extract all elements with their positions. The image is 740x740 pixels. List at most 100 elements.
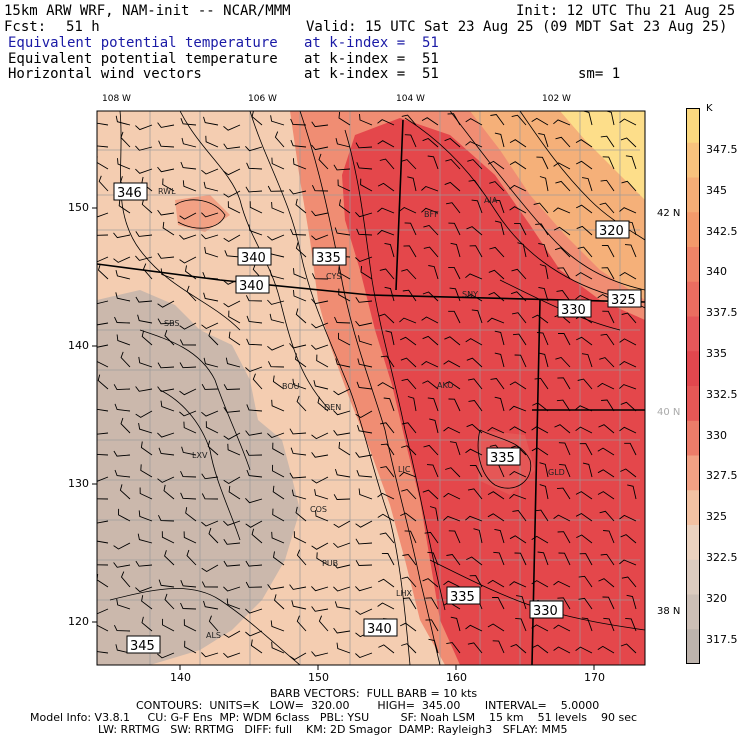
wind-barb — [120, 351, 131, 368]
y-tick-150: 150 — [68, 201, 89, 214]
contour-label-340c: 340 — [363, 618, 398, 637]
wind-barb — [205, 421, 219, 434]
wind-barb — [465, 624, 483, 632]
wind-barb — [290, 118, 307, 126]
wind-barb — [465, 448, 483, 456]
wind-barb — [598, 424, 615, 434]
wind-barb — [356, 424, 373, 434]
wind-barb — [377, 119, 395, 126]
wind-barb — [579, 553, 593, 566]
station-rwl: RWL — [158, 187, 176, 196]
wind-barb — [271, 399, 285, 412]
wind-barb — [579, 443, 593, 456]
wind-barb — [207, 440, 219, 456]
wind-barb — [335, 358, 351, 368]
wind-barb — [531, 624, 549, 632]
wind-barb — [313, 380, 329, 390]
station-bff: BFF — [424, 210, 439, 219]
colorbar-label: 327.5 — [706, 469, 738, 483]
wind-barb — [401, 643, 417, 654]
station-labels: RWL SBS BOU DEN LXV COS PUB ALS LHX LIC … — [158, 187, 565, 640]
wind-barb — [358, 335, 373, 346]
wind-barb — [186, 549, 197, 566]
wind-barb — [223, 143, 241, 150]
wind-barb — [185, 507, 197, 522]
station-pub: PUB — [322, 559, 338, 568]
wind-barb — [448, 266, 461, 280]
wind-barb — [223, 234, 241, 243]
wind-barb — [575, 272, 593, 280]
wind-barb — [97, 212, 109, 218]
wind-barb — [426, 464, 439, 478]
wind-barb — [228, 331, 241, 346]
wind-barb — [578, 575, 593, 588]
wind-barb — [157, 252, 175, 259]
wind-barb — [141, 616, 153, 632]
wind-barb — [135, 386, 153, 392]
model-info-1: Model Info: V3.8.1 CU: G-F Ens MP: WDM 6… — [30, 711, 638, 724]
wind-barb — [201, 212, 219, 218]
wind-barb — [292, 378, 307, 390]
wind-barb — [559, 463, 571, 478]
x-tick-170: 170 — [584, 671, 605, 684]
wind-barb — [468, 400, 483, 412]
wind-barb — [117, 158, 131, 170]
wind-barb — [333, 627, 351, 634]
model-title: 15km ARW WRF, NAM-init -- NCAR/MMM — [4, 3, 291, 19]
wind-barb — [473, 528, 483, 544]
wind-barb — [377, 229, 395, 236]
wind-barb — [575, 646, 593, 654]
wind-barb — [427, 397, 439, 412]
wind-barb — [180, 492, 197, 500]
wind-barb — [401, 445, 417, 456]
wind-barb — [446, 202, 461, 214]
wind-barb — [448, 398, 461, 412]
lon-label-108w: 108 W — [102, 94, 131, 104]
wind-barb — [407, 176, 417, 192]
wind-barb — [296, 549, 307, 566]
wind-barb — [444, 137, 461, 148]
contour-label-340a: 340 — [237, 247, 272, 266]
wind-barb — [421, 185, 439, 192]
wind-barb — [289, 189, 307, 195]
wind-barb — [115, 644, 131, 654]
wind-barb — [399, 317, 417, 324]
wind-barb — [511, 268, 527, 280]
wind-barb — [295, 353, 307, 368]
wind-barb — [509, 206, 527, 214]
wind-barb — [444, 181, 461, 192]
wind-barb — [250, 639, 263, 654]
wind-barb — [399, 622, 417, 632]
wind-barb — [245, 145, 263, 152]
wind-barb — [620, 401, 637, 412]
wind-barb — [377, 382, 395, 390]
wind-barb — [245, 430, 263, 436]
wind-barb — [465, 515, 483, 522]
wind-barb — [113, 562, 131, 568]
wind-barb — [157, 476, 175, 483]
wind-barb — [157, 652, 175, 659]
station-cys: CYS — [326, 272, 341, 281]
wind-barb — [400, 336, 417, 346]
wind-barb — [333, 164, 351, 171]
svg-text:320: 320 — [599, 224, 624, 239]
colorbar-swatch — [686, 420, 700, 456]
wind-barb — [600, 179, 615, 192]
wind-barb — [201, 581, 219, 588]
wind-barb — [597, 491, 615, 500]
wind-barb — [183, 421, 197, 434]
wind-barb — [582, 462, 593, 478]
wind-barb — [338, 111, 351, 126]
colorbar-swatch — [686, 525, 700, 561]
wind-barb — [208, 329, 219, 346]
wind-barb — [360, 265, 373, 280]
wind-barb — [555, 180, 571, 192]
wind-barb — [270, 620, 285, 632]
wind-barb — [556, 399, 571, 412]
wind-barb — [487, 491, 505, 500]
wind-barb — [602, 596, 615, 610]
wind-barb — [355, 256, 373, 263]
contour-label-320: 320 — [595, 220, 630, 239]
wind-barb — [179, 410, 197, 417]
wind-barb — [381, 553, 395, 566]
